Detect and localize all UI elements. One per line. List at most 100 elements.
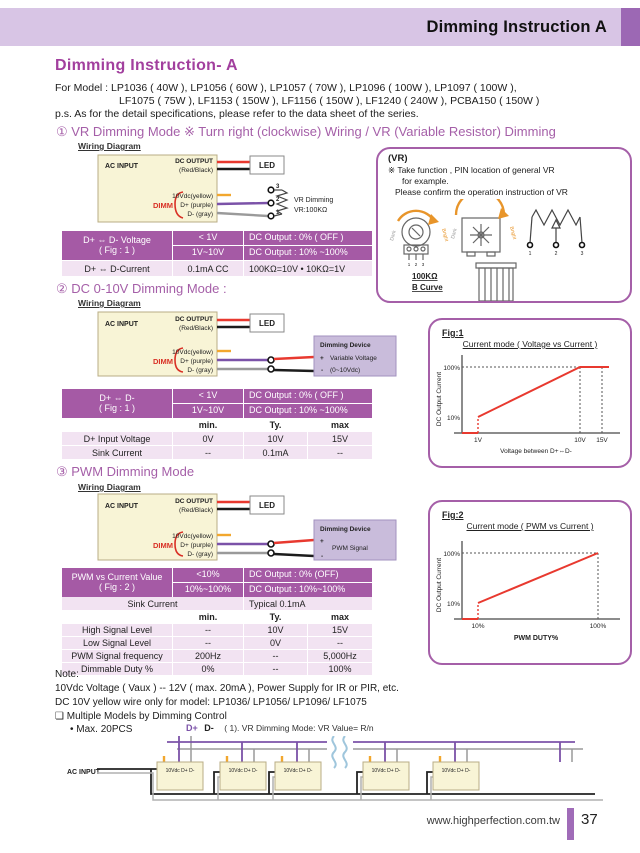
- fig1-panel: Fig:1 Current mode ( Voltage vs Current …: [428, 318, 632, 468]
- note-line1: 10Vdc Voltage ( Vaux ) -- 12V ( max. 20m…: [55, 683, 399, 694]
- table-cell: D+ Input Voltage: [62, 432, 172, 445]
- table-cell: 5,000Hz: [308, 650, 372, 662]
- section3-sink-row: Sink Current Typical 0.1mA: [62, 597, 372, 610]
- potentiometer-body: [401, 217, 431, 247]
- bright-label: Bright: [508, 226, 517, 241]
- dplus-label: D+: [186, 723, 198, 733]
- ac-input-label: AC INPUT: [105, 321, 139, 328]
- fig1-label: Fig:1: [442, 328, 464, 338]
- table-cell: --: [308, 446, 372, 459]
- dminus-drops: [190, 749, 573, 762]
- black-signal-wire: [273, 552, 315, 558]
- footer-url: www.highperfection.com.tw: [426, 815, 560, 827]
- multi-unit-diagram: AC INPUT 10Vdc D+ D- 10Vdc D+ D- 10Vdc D…: [67, 736, 603, 801]
- vr-panel-line3: Please confirm the operation instruction…: [395, 187, 568, 197]
- table-cell-header: D+ ⇔ D- ( Fig : 1 ): [62, 389, 172, 418]
- unit-label: 10Vdc D+ D-: [229, 768, 258, 774]
- terminal-2: [267, 199, 275, 207]
- ac-input-label: AC INPUT: [105, 163, 139, 170]
- table-cell-header: < 1V: [173, 231, 243, 245]
- device-line1: Variable Voltage: [330, 355, 377, 362]
- table-cell-header: DC Output : 10% ~100%: [244, 246, 372, 260]
- ac-gray-wiring: [97, 772, 603, 801]
- purple-wire: [216, 201, 269, 206]
- dplus-drops: [178, 742, 561, 762]
- table-cell: 0V: [244, 637, 307, 649]
- page-header-accent-block: [621, 8, 640, 46]
- wire-gray-label: D- (gray): [187, 211, 213, 218]
- device-minus: -: [321, 553, 323, 560]
- dimm-bracket: [174, 191, 184, 219]
- section2-wiring-label: Wiring Diagram: [78, 298, 141, 308]
- section3-table-header: PWM vs Current Value ( Fig : 2 ) <10% DC…: [62, 568, 372, 597]
- y-tick-10: 10%: [447, 415, 460, 422]
- table-cell: 10V: [244, 624, 307, 636]
- vr-resistor-symbol: [275, 189, 289, 215]
- dc-output-label: DC OUTPUT: [175, 316, 213, 323]
- schematic-pin3: 3: [581, 251, 584, 257]
- led-label: LED: [259, 501, 275, 510]
- pin2-label: 2: [276, 197, 280, 203]
- trimmer-tab: [466, 251, 476, 257]
- ac-input-label: AC INPUT: [67, 769, 101, 776]
- connector-ring: [267, 365, 275, 373]
- section1-wiring-diagram: AC INPUT DC OUTPUT (Red/Black) LED DIMM …: [97, 154, 333, 223]
- cell-text: D+ ⇔ D- Voltage: [83, 235, 151, 246]
- black-signal-wire: [273, 368, 315, 373]
- schematic-lead: [579, 216, 583, 244]
- wire-yellow-label: 10Vdc(yellow): [172, 349, 213, 356]
- bottom-diagram-caption: D+ D- ( 1). VR Dimming Mode: VR Value= R…: [186, 723, 374, 733]
- connector-ring: [267, 356, 275, 364]
- table-cell-header: 10%~100%: [173, 583, 243, 597]
- section3-wiring-label: Wiring Diagram: [78, 482, 141, 492]
- table-cell-header: <10%: [173, 568, 243, 582]
- table-cell: [62, 611, 172, 623]
- cell-text: ( Fig : 1 ): [98, 402, 135, 413]
- table-cell-header: DC Output : 10% ~100%: [244, 404, 372, 418]
- potentiometer-shaft: [408, 224, 424, 240]
- schematic-pin2: 2: [555, 251, 558, 257]
- table-cell: Sink Current: [62, 446, 172, 459]
- page-number: 37: [581, 811, 598, 828]
- fig2-chart: DC Output Current 100% 10% 10% 100% PWM …: [436, 541, 620, 642]
- wire-yellow-label: 10Vdc(yellow): [172, 193, 213, 200]
- unit-label: 10Vdc D+ D-: [442, 768, 471, 774]
- table-cell: 0V: [173, 432, 243, 445]
- vr-panel-title: (VR): [388, 153, 408, 164]
- x-axis-label: Voltage between D+⇔D-: [500, 448, 572, 455]
- y-axis-label: DC Output Current: [436, 558, 443, 612]
- table-col-ty: Ty.: [244, 611, 307, 623]
- x-tick-100pct: 100%: [590, 623, 607, 630]
- vr-schematic-resistor: [531, 208, 581, 227]
- schematic-pin1: 1: [529, 251, 532, 257]
- dc-output-label: DC OUTPUT: [175, 498, 213, 505]
- dc-output-sub-label: (Red/Black): [179, 325, 213, 332]
- pot-pin: [413, 246, 419, 252]
- led-label: LED: [259, 161, 275, 170]
- section2-table-body: min. Ty. max D+ Input Voltage 0V 10V 15V…: [62, 418, 372, 459]
- table-cell: --: [308, 637, 372, 649]
- table-cell: [62, 418, 172, 431]
- ac-input-label: AC INPUT: [105, 503, 139, 510]
- table-col-min: min.: [173, 418, 243, 431]
- break-squiggle: [331, 736, 337, 769]
- table-cell-header: DC Output : 10%~100%: [244, 583, 372, 597]
- x-axis-label: PWM DUTY%: [514, 635, 559, 642]
- table-col-min: min.: [173, 611, 243, 623]
- section2-wiring-diagram: AC INPUT DC OUTPUT (Red/Black) LED DIMM …: [97, 311, 397, 377]
- ac-black-wiring: [97, 768, 595, 795]
- table-cell: --: [244, 650, 307, 662]
- table-cell: 15V: [308, 624, 372, 636]
- dimm-bracket: [174, 531, 184, 557]
- table-cell-header: DC Output : 0% ( OFF ): [244, 389, 372, 403]
- fig1-chart: DC Output Current 100% 10% 1V 10V 15V Vo…: [436, 355, 620, 455]
- table-cell: 0.1mA: [244, 446, 307, 459]
- table-cell: --: [173, 637, 243, 649]
- pot-pin3: 3: [422, 262, 425, 267]
- dminus-label: D-: [204, 723, 214, 733]
- page-header-bar: Dimming Instruction A: [0, 8, 621, 46]
- fig2-panel: Fig:2 Current mode ( PWM vs Current ) DC…: [428, 500, 632, 665]
- trimmer-body: [461, 217, 501, 253]
- device-plus: +: [320, 355, 324, 362]
- dark-label: Dark: [389, 229, 398, 241]
